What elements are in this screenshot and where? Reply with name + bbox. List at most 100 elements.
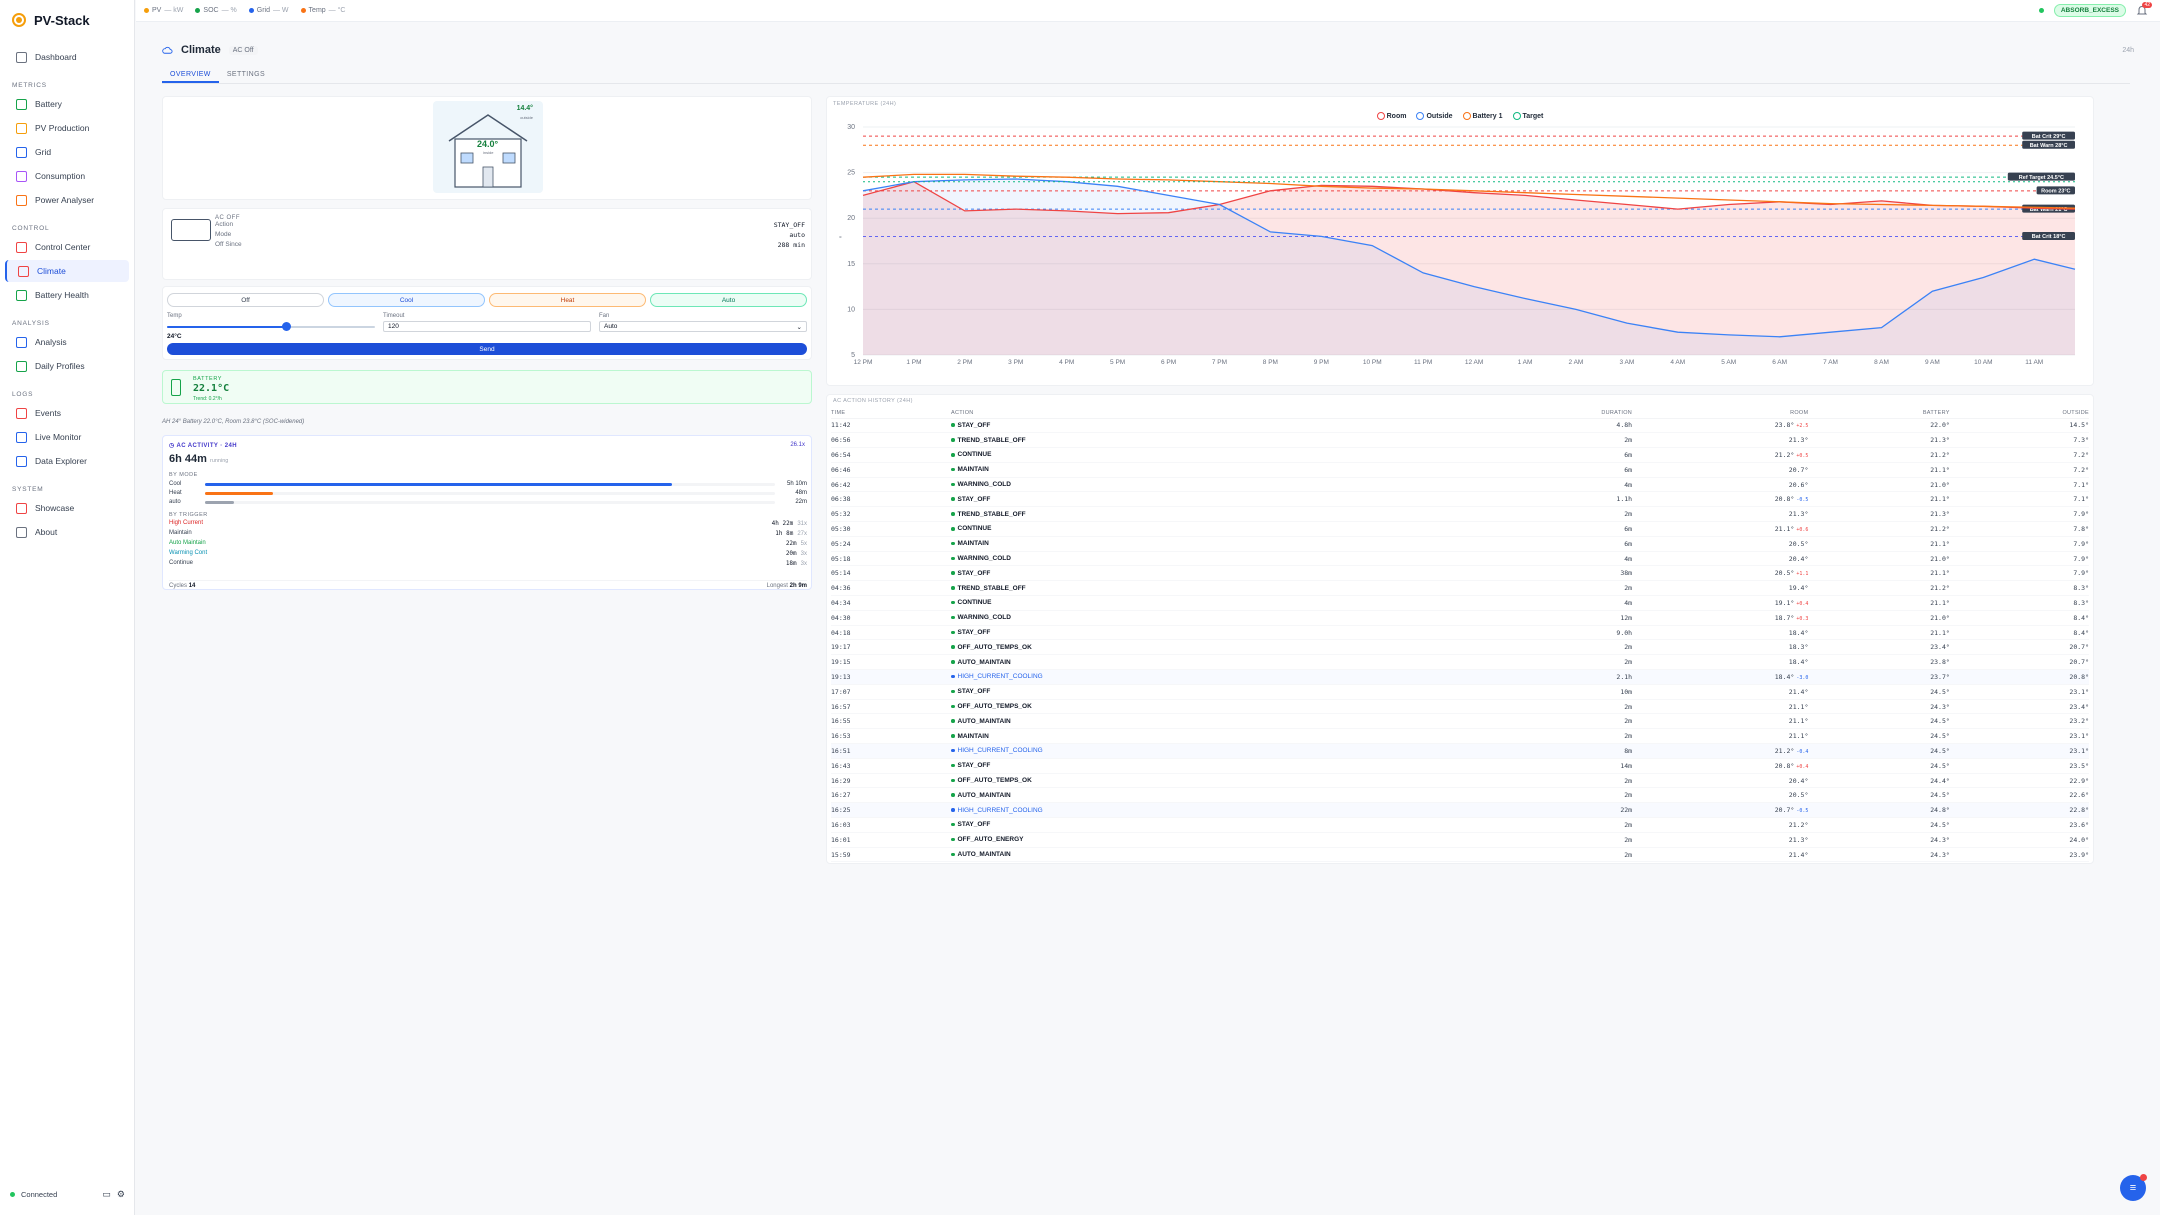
mode-auto-button[interactable]: Auto	[650, 293, 807, 307]
table-row[interactable]: 19:13 HIGH_CURRENT_COOLING 2.1h 18.4° -3.0 23…	[831, 669, 2089, 685]
grid-icon	[16, 146, 27, 158]
outside-cell: 23.9°	[1949, 847, 2089, 863]
table-row[interactable]: 16:55 AUTO_MAINTAIN 2m 21.1° 24.5° 23.2°	[831, 713, 2089, 730]
table-row[interactable]: 06:46 MAINTAIN 6m 20.7° 21.1° 7.2°	[831, 462, 2089, 478]
time-cell: 15:59	[831, 847, 951, 863]
status-row: Off Since 288 min	[215, 241, 805, 251]
sidebar-item-power-analyser[interactable]: Power Analyser	[5, 189, 129, 211]
table-row[interactable]: 04:30 WARNING_COLD 12m 18.7° +0.3 21.0° 8.4°	[831, 610, 2089, 626]
action-status-dot-icon	[951, 689, 955, 694]
mode-badge[interactable]: ABSORB_EXCESS	[2053, 4, 2126, 17]
settings-gear-icon[interactable]: ⚙	[116, 1188, 125, 1199]
trigger-label: Warming Cont	[169, 550, 208, 556]
table-row[interactable]: 05:24 MAINTAIN 6m 20.5° 21.1° 7.9°	[831, 536, 2089, 552]
action-status-dot-icon	[951, 423, 955, 427]
table-row[interactable]: 19:17 OFF_AUTO_TEMPS_OK 2m 18.3° 23.4° 20.7°	[831, 639, 2089, 656]
reference-label: Bat Crit 18°C	[2022, 231, 2075, 240]
brand[interactable]: PV-Stack	[0, 0, 134, 40]
tab-settings[interactable]: SETTINGS	[226, 71, 266, 78]
notifications-bell-icon[interactable]: 42	[2136, 1, 2152, 17]
chart-icon	[16, 336, 27, 348]
column-header[interactable]: BATTERY	[1808, 409, 1950, 419]
column-header[interactable]: ROOM	[1632, 409, 1809, 419]
time-cell: 16:03	[831, 817, 951, 833]
table-row[interactable]: 16:27 AUTO_MAINTAIN 2m 20.5° 24.5° 22.6°	[831, 787, 2089, 804]
sidebar-item-pv-production[interactable]: PV Production	[5, 117, 129, 139]
room-value: 18.4°	[1788, 658, 1809, 667]
legend-item[interactable]: Target	[1512, 112, 1543, 120]
legend-item[interactable]: Room	[1376, 112, 1406, 120]
table-row[interactable]: 16:03 STAY_OFF 2m 21.2° 24.5° 23.6°	[831, 817, 2089, 833]
sidebar-item-grid[interactable]: Grid	[5, 141, 129, 163]
sidebar-item-analysis[interactable]: Analysis	[5, 331, 129, 353]
nav-section-title: ANALYSIS	[12, 320, 50, 327]
sidebar-item-control-center[interactable]: Control Center	[5, 236, 129, 258]
action-cell: HIGH_CURRENT_COOLING	[951, 802, 1471, 819]
temp-slider[interactable]	[167, 321, 375, 333]
sidebar-item-live-monitor[interactable]: Live Monitor	[5, 426, 129, 448]
table-row[interactable]: 06:42 WARNING_COLD 4m 20.6° 21.0° 7.1°	[831, 477, 2089, 493]
table-row[interactable]: 06:56 TREND_STABLE_OFF 2m 21.3° 21.3° 7.3°	[831, 432, 2089, 449]
x-tick-label: 10 PM	[1363, 359, 1382, 366]
column-header[interactable]: ACTION	[951, 409, 1471, 419]
sidebar-item-data-explorer[interactable]: Data Explorer	[5, 450, 129, 472]
nav-section-title: METRICS	[12, 82, 47, 89]
legend-swatch	[1416, 112, 1425, 120]
table-row[interactable]: 16:01 OFF_AUTO_ENERGY 2m 21.3° 24.3° 24.0°	[831, 832, 2089, 848]
mode-heat-button[interactable]: Heat	[489, 293, 646, 307]
sidebar-item-about[interactable]: About	[5, 521, 129, 543]
mode-cool-button[interactable]: Cool	[328, 293, 485, 307]
column-header[interactable]: DURATION	[1471, 409, 1633, 419]
time-range[interactable]: 24h	[2122, 47, 2134, 54]
thermometer-icon	[18, 265, 29, 277]
table-row[interactable]: 16:51 HIGH_CURRENT_COOLING 8m 21.2° -0.4 24.5…	[831, 743, 2089, 759]
reference-label: Bat Warn 28°C	[2022, 140, 2075, 149]
table-row[interactable]: 04:36 TREND_STABLE_OFF 2m 19.4° 21.2° 8.3°	[831, 580, 2089, 597]
mode-off-button[interactable]: Off	[167, 293, 324, 307]
legend-item[interactable]: Battery 1	[1462, 112, 1503, 120]
table-row[interactable]: 16:43 STAY_OFF 14m 20.8° +0.4 24.5° 23.5°	[831, 758, 2089, 774]
timeout-input[interactable]: 120	[383, 321, 591, 332]
table-row[interactable]: 15:59 AUTO_MAINTAIN 2m 21.4° 24.3° 23.9°	[831, 847, 2089, 863]
table-row[interactable]: 04:18 STAY_OFF 9.0h 18.4° 21.1° 8.4°	[831, 625, 2089, 641]
column-header[interactable]: OUTSIDE	[1949, 409, 2089, 419]
table-row[interactable]: 05:18 WARNING_COLD 4m 20.4° 21.0° 7.9°	[831, 551, 2089, 567]
table-row[interactable]: 05:14 STAY_OFF 38m 20.5° +1.1 21.1° 7.9°	[831, 565, 2089, 582]
sidebar-item-consumption[interactable]: Consumption	[5, 165, 129, 187]
x-tick-label: 12 PM	[854, 359, 873, 366]
monitor-icon[interactable]: ▭	[102, 1188, 111, 1199]
table-row[interactable]: 06:54 CONTINUE 6m 21.2° +0.5 21.2° 7.2°	[831, 447, 2089, 463]
table-row[interactable]: 16:25 HIGH_CURRENT_COOLING 22m 20.7° -0.5 24.…	[831, 802, 2089, 819]
table-row[interactable]: 19:15 AUTO_MAINTAIN 2m 18.4° 23.8° 20.7°	[831, 654, 2089, 671]
temp-slider-knob[interactable]	[281, 322, 291, 331]
sidebar-item-battery[interactable]: Battery	[5, 93, 129, 115]
sidebar-item-climate[interactable]: Climate	[5, 260, 129, 282]
sidebar-item-dashboard[interactable]: Dashboard	[5, 46, 129, 68]
wave-icon	[16, 194, 27, 206]
room-cell: 20.8° +0.4	[1632, 758, 1809, 774]
time-cell: 05:32	[831, 506, 951, 523]
fan-select[interactable]: Auto ⌄	[599, 321, 807, 332]
table-row[interactable]: 04:34 CONTINUE 4m 19.1° +0.4 21.1° 8.3°	[831, 595, 2089, 611]
room-cell: 20.5° +1.1	[1632, 565, 1809, 582]
column-header[interactable]: TIME	[831, 409, 951, 419]
send-button[interactable]: Send	[167, 343, 807, 355]
sidebar-item-daily-profiles[interactable]: Daily Profiles	[5, 355, 129, 377]
legend-item[interactable]: Outside	[1416, 112, 1453, 120]
table-row[interactable]: 17:07 STAY_OFF 10m 21.4° 24.5° 23.1°	[831, 684, 2089, 700]
sidebar-item-events[interactable]: Events	[5, 402, 129, 424]
tab-overview[interactable]: OVERVIEW	[162, 68, 219, 83]
duration-cell: 2m	[1471, 580, 1633, 597]
duration-cell: 22m	[1471, 802, 1633, 819]
table-row[interactable]: 11:42 STAY_OFF 4.8h 23.8° +2.5 22.0° 14.5°	[831, 418, 2089, 434]
sidebar-item-showcase[interactable]: Showcase	[5, 497, 129, 519]
sidebar-item-battery-health[interactable]: Battery Health	[5, 284, 129, 306]
table-row[interactable]: 05:30 CONTINUE 6m 21.1° +0.6 21.2° 7.8°	[831, 521, 2089, 537]
time-cell: 17:07	[831, 684, 951, 700]
table-row[interactable]: 16:53 MAINTAIN 2m 21.1° 24.5° 23.1°	[831, 728, 2089, 745]
table-row[interactable]: 05:32 TREND_STABLE_OFF 2m 21.3° 21.3° 7.9°	[831, 506, 2089, 523]
table-row[interactable]: 16:57 OFF_AUTO_TEMPS_OK 2m 21.1° 24.3° 23.4°	[831, 699, 2089, 715]
table-row[interactable]: 06:38 STAY_OFF 1.1h 20.8° -0.5 21.1° 7.1°	[831, 491, 2089, 508]
table-row[interactable]: 16:29 OFF_AUTO_TEMPS_OK 2m 20.4° 24.4° 22.9°	[831, 773, 2089, 789]
quick-actions-button[interactable]: ≡	[2120, 1174, 2147, 1201]
